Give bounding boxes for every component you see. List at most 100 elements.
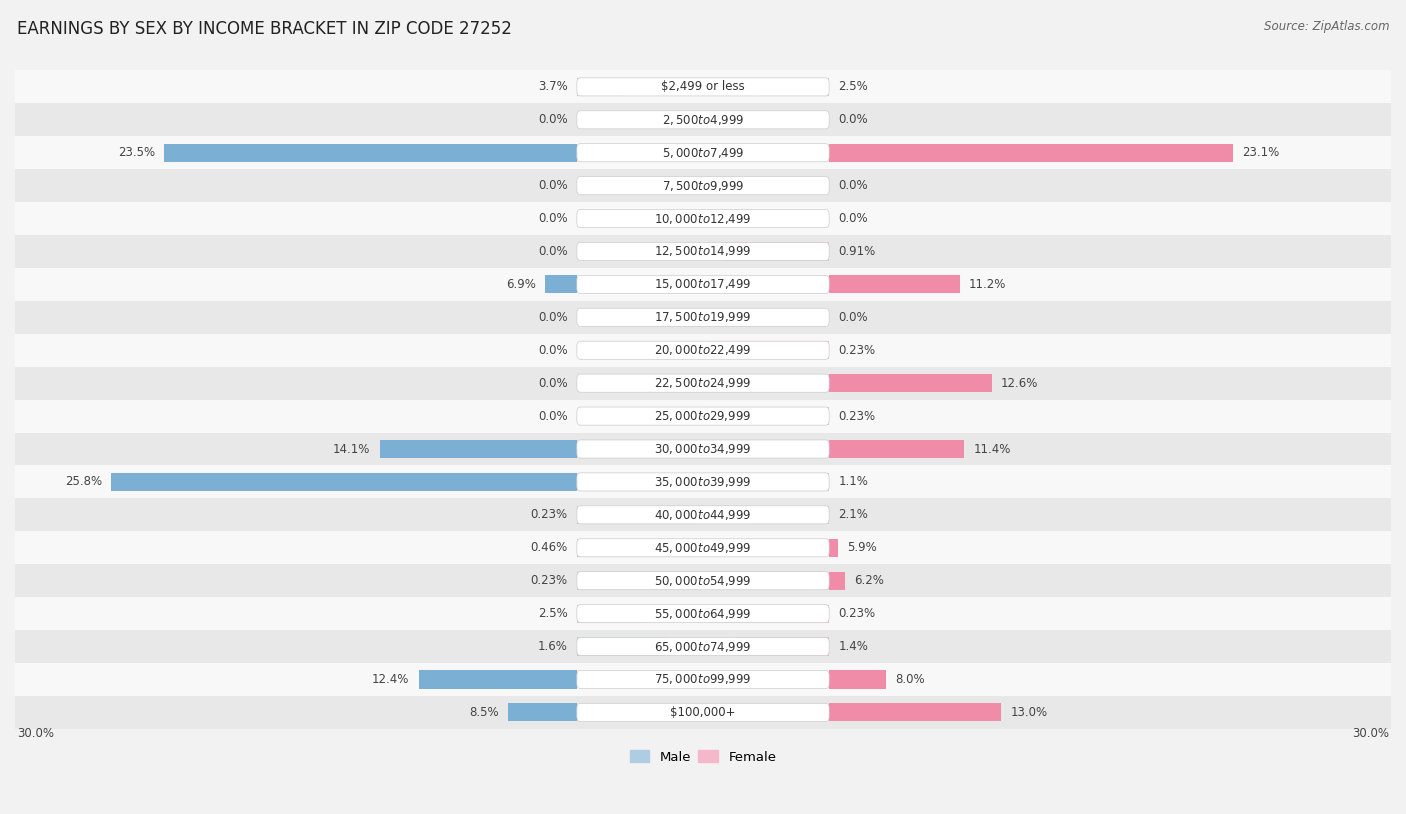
- Bar: [576, 78, 619, 96]
- Text: 8.5%: 8.5%: [470, 706, 499, 719]
- Text: $100,000+: $100,000+: [671, 706, 735, 719]
- Text: 2.5%: 2.5%: [838, 81, 868, 94]
- Text: 2.1%: 2.1%: [838, 509, 868, 521]
- Text: $30,000 to $34,999: $30,000 to $34,999: [654, 442, 752, 456]
- Text: 11.2%: 11.2%: [969, 278, 1007, 291]
- Text: 0.46%: 0.46%: [530, 541, 568, 554]
- Text: EARNINGS BY SEX BY INCOME BRACKET IN ZIP CODE 27252: EARNINGS BY SEX BY INCOME BRACKET IN ZIP…: [17, 20, 512, 38]
- Text: 12.6%: 12.6%: [1001, 377, 1039, 390]
- Bar: [830, 671, 886, 689]
- Text: $22,500 to $24,999: $22,500 to $24,999: [654, 376, 752, 390]
- Bar: [419, 671, 576, 689]
- Text: 1.4%: 1.4%: [838, 640, 868, 653]
- Text: $2,500 to $4,999: $2,500 to $4,999: [662, 113, 744, 127]
- Bar: [709, 407, 830, 425]
- Bar: [15, 268, 1391, 301]
- Text: $40,000 to $44,999: $40,000 to $44,999: [654, 508, 752, 522]
- Bar: [15, 103, 1391, 136]
- Text: $17,500 to $19,999: $17,500 to $19,999: [654, 310, 752, 324]
- Bar: [15, 466, 1391, 498]
- Bar: [15, 498, 1391, 532]
- Bar: [830, 374, 993, 392]
- Bar: [761, 78, 830, 96]
- Bar: [15, 630, 1391, 663]
- Bar: [15, 696, 1391, 729]
- Text: 30.0%: 30.0%: [17, 727, 55, 740]
- FancyBboxPatch shape: [576, 539, 830, 557]
- Bar: [380, 440, 576, 458]
- Text: 0.0%: 0.0%: [538, 245, 568, 258]
- Bar: [830, 571, 845, 590]
- Text: 2.5%: 2.5%: [538, 607, 568, 620]
- Text: $25,000 to $29,999: $25,000 to $29,999: [654, 409, 752, 423]
- Bar: [576, 505, 697, 524]
- Text: $10,000 to $12,499: $10,000 to $12,499: [654, 212, 752, 225]
- Bar: [576, 637, 666, 655]
- Text: $75,000 to $99,999: $75,000 to $99,999: [654, 672, 752, 686]
- Text: 0.0%: 0.0%: [538, 311, 568, 324]
- FancyBboxPatch shape: [576, 209, 830, 228]
- Text: 0.0%: 0.0%: [538, 212, 568, 225]
- Bar: [111, 473, 576, 491]
- FancyBboxPatch shape: [576, 243, 830, 260]
- Text: 1.6%: 1.6%: [538, 640, 568, 653]
- Bar: [15, 663, 1391, 696]
- Text: 1.1%: 1.1%: [838, 475, 868, 488]
- Text: 12.4%: 12.4%: [373, 673, 409, 686]
- Bar: [15, 564, 1391, 597]
- Text: 6.9%: 6.9%: [506, 278, 536, 291]
- Text: 8.0%: 8.0%: [896, 673, 925, 686]
- Text: 25.8%: 25.8%: [65, 475, 103, 488]
- Bar: [15, 169, 1391, 202]
- FancyBboxPatch shape: [576, 703, 830, 721]
- Text: 6.2%: 6.2%: [855, 574, 884, 587]
- Text: $5,000 to $7,499: $5,000 to $7,499: [662, 146, 744, 160]
- Text: 0.0%: 0.0%: [538, 113, 568, 126]
- Text: 0.0%: 0.0%: [538, 344, 568, 357]
- Bar: [15, 400, 1391, 432]
- FancyBboxPatch shape: [576, 605, 830, 623]
- Text: $12,500 to $14,999: $12,500 to $14,999: [654, 244, 752, 259]
- Text: 0.0%: 0.0%: [838, 179, 868, 192]
- Text: 0.23%: 0.23%: [838, 607, 876, 620]
- Bar: [15, 136, 1391, 169]
- FancyBboxPatch shape: [576, 78, 830, 96]
- Text: Source: ZipAtlas.com: Source: ZipAtlas.com: [1264, 20, 1389, 33]
- Bar: [830, 275, 960, 294]
- Text: $55,000 to $64,999: $55,000 to $64,999: [654, 606, 752, 620]
- FancyBboxPatch shape: [576, 440, 830, 458]
- Text: 3.7%: 3.7%: [538, 81, 568, 94]
- Text: $45,000 to $49,999: $45,000 to $49,999: [654, 540, 752, 555]
- Bar: [751, 505, 830, 524]
- FancyBboxPatch shape: [576, 505, 830, 524]
- Text: 0.23%: 0.23%: [838, 344, 876, 357]
- Text: 13.0%: 13.0%: [1011, 706, 1047, 719]
- Bar: [15, 367, 1391, 400]
- FancyBboxPatch shape: [576, 341, 830, 359]
- FancyBboxPatch shape: [576, 275, 830, 294]
- Bar: [165, 144, 576, 162]
- Text: 0.0%: 0.0%: [838, 212, 868, 225]
- Text: $15,000 to $17,499: $15,000 to $17,499: [654, 278, 752, 291]
- Text: $50,000 to $54,999: $50,000 to $54,999: [654, 574, 752, 588]
- Text: 0.23%: 0.23%: [838, 409, 876, 422]
- FancyBboxPatch shape: [576, 177, 830, 195]
- Bar: [735, 637, 830, 655]
- FancyBboxPatch shape: [576, 144, 830, 162]
- Text: 0.23%: 0.23%: [530, 509, 568, 521]
- Bar: [508, 703, 576, 721]
- Bar: [15, 71, 1391, 103]
- Text: 14.1%: 14.1%: [333, 443, 370, 456]
- Bar: [544, 275, 576, 294]
- Bar: [576, 605, 645, 623]
- Text: 11.4%: 11.4%: [973, 443, 1011, 456]
- Text: $35,000 to $39,999: $35,000 to $39,999: [654, 475, 752, 489]
- Bar: [15, 202, 1391, 235]
- Text: 23.1%: 23.1%: [1241, 147, 1279, 160]
- Text: 0.0%: 0.0%: [838, 113, 868, 126]
- Text: 0.91%: 0.91%: [838, 245, 876, 258]
- Text: $2,499 or less: $2,499 or less: [661, 81, 745, 94]
- Bar: [15, 532, 1391, 564]
- Text: 0.0%: 0.0%: [538, 409, 568, 422]
- Text: $7,500 to $9,999: $7,500 to $9,999: [662, 178, 744, 193]
